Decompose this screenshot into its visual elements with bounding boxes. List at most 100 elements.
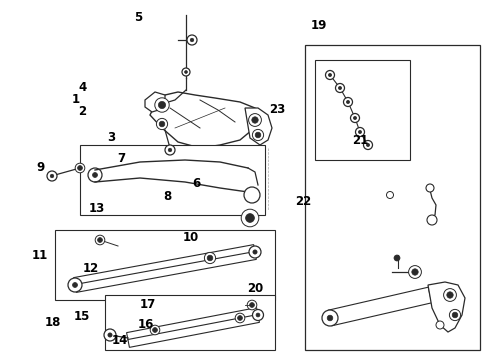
Text: 5: 5 [135, 11, 143, 24]
Text: 13: 13 [89, 202, 105, 215]
Circle shape [249, 303, 254, 307]
Text: 10: 10 [183, 231, 199, 244]
Circle shape [77, 166, 82, 170]
Circle shape [256, 313, 260, 317]
Circle shape [249, 246, 261, 258]
Circle shape [343, 98, 352, 107]
Circle shape [155, 98, 169, 112]
Text: 4: 4 [78, 81, 86, 94]
Text: 3: 3 [108, 131, 116, 144]
Circle shape [325, 71, 335, 80]
Circle shape [75, 163, 85, 173]
Circle shape [367, 143, 369, 147]
Circle shape [98, 238, 102, 242]
Circle shape [356, 127, 365, 136]
Circle shape [165, 145, 175, 155]
Circle shape [152, 328, 157, 332]
Circle shape [68, 278, 82, 292]
Circle shape [394, 255, 400, 261]
Circle shape [47, 171, 57, 181]
Text: 17: 17 [140, 298, 156, 311]
Text: 14: 14 [112, 334, 128, 347]
Circle shape [452, 312, 458, 318]
Text: 11: 11 [32, 249, 49, 262]
Circle shape [449, 309, 461, 321]
Bar [315, 60, 410, 160]
Circle shape [185, 71, 187, 73]
Circle shape [238, 316, 243, 320]
Polygon shape [74, 245, 255, 285]
Circle shape [88, 168, 102, 182]
Circle shape [182, 68, 190, 76]
Circle shape [158, 102, 166, 109]
Polygon shape [128, 315, 259, 347]
Text: 18: 18 [45, 316, 61, 329]
Circle shape [339, 86, 342, 90]
Circle shape [327, 315, 333, 321]
Circle shape [235, 313, 245, 323]
Circle shape [447, 292, 453, 298]
Circle shape [328, 73, 332, 77]
Polygon shape [75, 252, 256, 292]
Text: 19: 19 [310, 19, 327, 32]
Text: 21: 21 [352, 134, 368, 147]
Circle shape [93, 172, 98, 177]
Polygon shape [328, 287, 432, 326]
Circle shape [104, 329, 116, 341]
Circle shape [156, 118, 168, 130]
Circle shape [253, 250, 257, 254]
Circle shape [350, 113, 360, 122]
Circle shape [436, 321, 444, 329]
Text: 12: 12 [82, 262, 99, 275]
Text: 8: 8 [164, 190, 171, 203]
Circle shape [150, 325, 160, 335]
Circle shape [190, 38, 194, 42]
Polygon shape [126, 308, 258, 341]
Circle shape [247, 300, 257, 310]
Circle shape [187, 35, 197, 45]
Circle shape [387, 192, 393, 198]
Text: 2: 2 [78, 105, 86, 118]
Bar [305, 45, 480, 350]
Circle shape [50, 174, 54, 178]
Bar [80, 145, 265, 215]
Bar [55, 230, 275, 300]
Polygon shape [428, 282, 465, 332]
Circle shape [443, 289, 456, 301]
Circle shape [245, 213, 254, 222]
Polygon shape [245, 108, 272, 145]
Circle shape [252, 117, 258, 123]
Circle shape [108, 333, 112, 337]
Circle shape [353, 116, 357, 120]
Circle shape [346, 100, 349, 104]
Text: 7: 7 [118, 152, 125, 165]
Circle shape [204, 252, 216, 264]
Circle shape [207, 255, 213, 261]
Circle shape [412, 269, 418, 275]
Text: 15: 15 [74, 310, 91, 323]
Circle shape [73, 283, 77, 287]
Circle shape [95, 235, 105, 245]
Text: 9: 9 [36, 161, 44, 174]
Circle shape [159, 121, 165, 127]
Circle shape [241, 209, 259, 227]
Text: 23: 23 [269, 103, 285, 116]
Text: 16: 16 [138, 318, 154, 330]
Text: 20: 20 [246, 282, 263, 294]
Circle shape [364, 140, 372, 149]
Circle shape [248, 114, 261, 126]
Text: 6: 6 [192, 177, 200, 190]
Circle shape [427, 215, 437, 225]
Bar [105, 295, 275, 350]
Circle shape [409, 266, 421, 278]
Circle shape [336, 84, 344, 93]
Circle shape [358, 130, 362, 134]
Circle shape [168, 148, 172, 152]
Circle shape [426, 184, 434, 192]
Circle shape [255, 132, 261, 138]
Polygon shape [150, 92, 260, 148]
Circle shape [252, 310, 264, 320]
Circle shape [252, 129, 264, 141]
Circle shape [244, 187, 260, 203]
Text: 22: 22 [294, 195, 311, 208]
